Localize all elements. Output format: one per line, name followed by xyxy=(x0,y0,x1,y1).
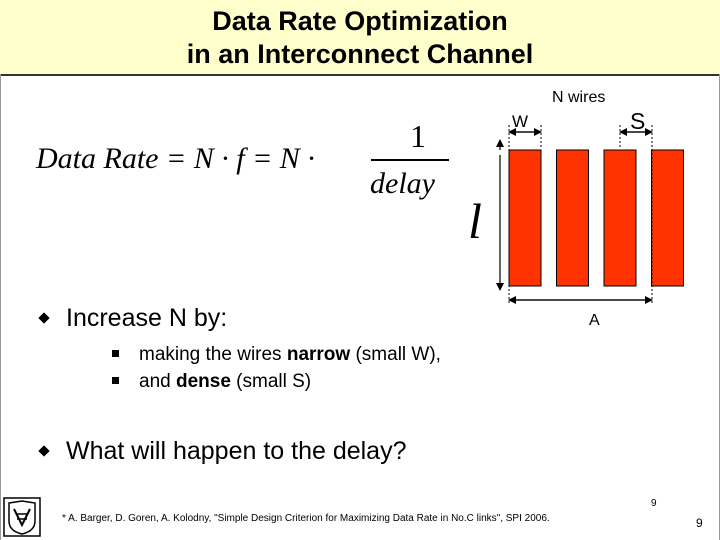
frame-left-border xyxy=(0,74,1,540)
sub-bullet-pre: making the wires xyxy=(139,344,287,365)
formula-denominator: delay xyxy=(370,167,435,200)
sub-bullet-square-icon xyxy=(112,350,119,357)
sub-bullet-narrow: making the wires narrow (small W), xyxy=(112,344,441,366)
sub-bullet-pre: and xyxy=(139,371,176,392)
w-label: W xyxy=(512,112,528,131)
bullet-diamond-icon xyxy=(38,312,50,324)
s-label: S xyxy=(630,108,645,134)
bullet-text: What will happen to the delay? xyxy=(66,437,407,465)
technion-logo-icon xyxy=(3,497,41,537)
formula-lhs: Data Rate = N · f = N · xyxy=(36,142,315,175)
bullet-text: Increase N by: xyxy=(66,304,228,332)
sub-bullet-dense: and dense (small S) xyxy=(112,371,311,393)
page-number-small: 9 xyxy=(651,498,657,509)
sub-bullet-square-icon xyxy=(112,377,119,384)
sub-bullet-bold: narrow xyxy=(286,344,351,365)
sub-bullet-bold: dense xyxy=(175,371,231,392)
slide-title-line-2: in an Interconnect Channel xyxy=(186,39,534,69)
page-number: 9 xyxy=(696,516,703,530)
footnote-citation: * A. Barger, D. Goren, A. Kolodny, "Simp… xyxy=(62,513,550,524)
sub-bullet-text: and dense (small S) xyxy=(139,371,311,393)
a-label: A xyxy=(589,312,600,329)
formula-numerator: 1 xyxy=(410,118,426,154)
wire-rect xyxy=(651,149,684,287)
wires-group xyxy=(508,149,684,287)
n-wires-label: N wires xyxy=(552,89,605,106)
sub-bullet-post: (small S) xyxy=(230,371,312,392)
formula-fraction-bar xyxy=(371,159,449,161)
slide-title-line-1: Data Rate Optimization xyxy=(212,6,508,36)
wire-rect xyxy=(603,149,637,287)
sub-bullet-post: (small W), xyxy=(350,344,441,365)
wire-rect xyxy=(508,149,542,287)
wire-rect xyxy=(556,149,589,287)
data-rate-formula: Data Rate = N · f = N · 1 delay xyxy=(36,118,456,218)
sub-bullet-text: making the wires narrow (small W), xyxy=(139,344,441,366)
bullet-increase-n: Increase N by: xyxy=(38,304,228,333)
bullet-diamond-icon xyxy=(38,445,50,457)
title-bar: Data Rate Optimization in an Interconnec… xyxy=(0,0,720,76)
bullet-delay-question: What will happen to the delay? xyxy=(38,437,407,466)
l-length-label: l xyxy=(468,193,482,249)
